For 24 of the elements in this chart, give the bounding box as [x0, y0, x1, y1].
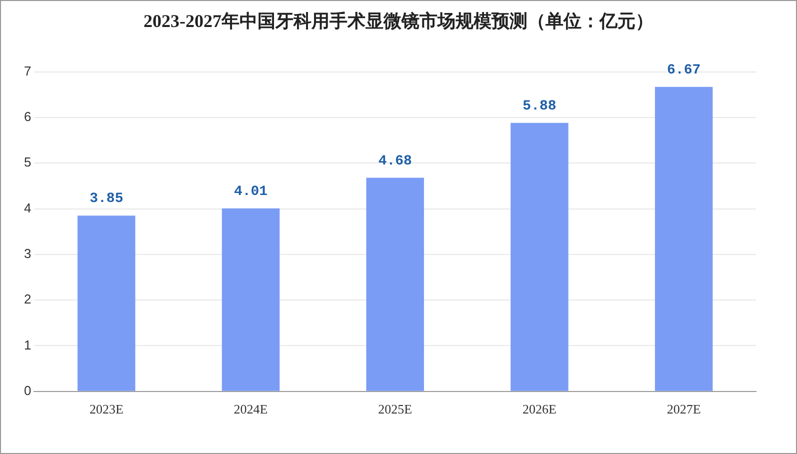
x-tick-label: 2025E: [378, 402, 412, 417]
bar: [654, 86, 713, 391]
y-tick-label: 5: [24, 154, 32, 170]
bar: [366, 178, 424, 391]
bar: [78, 216, 136, 391]
data-label: 6.67: [667, 62, 701, 78]
bar: [222, 208, 280, 391]
y-tick-label: 2: [24, 292, 32, 307]
data-label: 4.68: [378, 153, 412, 170]
y-tick-label: 1: [24, 337, 32, 352]
y-tick-label: 0: [24, 382, 32, 398]
x-tick-label: 2026E: [522, 402, 556, 417]
x-tick-label: 2024E: [234, 402, 268, 417]
bar: [510, 122, 568, 391]
x-tick-label: 2027E: [666, 402, 701, 417]
data-label: 5.88: [522, 98, 556, 114]
y-tick-label: 6: [24, 109, 32, 124]
x-tick-label: 2023E: [89, 402, 124, 417]
data-label: 4.01: [234, 184, 268, 200]
data-label: 3.85: [90, 191, 124, 208]
y-tick-label: 3: [24, 246, 32, 262]
y-tick-label: 4: [24, 200, 32, 216]
y-tick-label: 7: [24, 63, 32, 78]
chart-title: 2023-2027年中国牙科用手术显微镜市场规模预测（单位：亿元）: [142, 10, 654, 33]
